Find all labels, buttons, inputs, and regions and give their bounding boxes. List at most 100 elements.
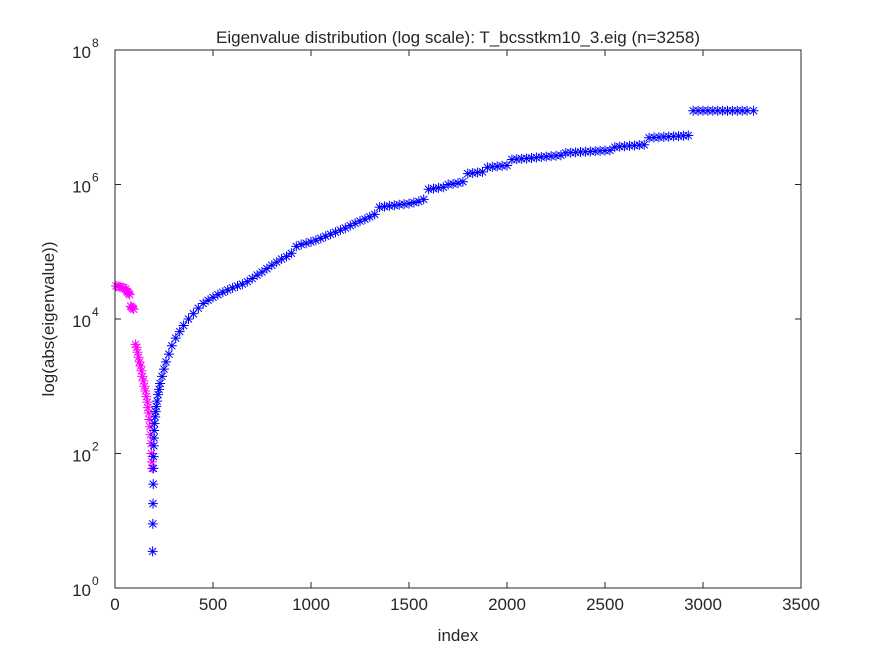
- data-point: [286, 248, 297, 259]
- data-point: [140, 385, 151, 396]
- data-point: [153, 389, 164, 400]
- x-tick-label: 2000: [488, 595, 526, 614]
- plot-frame: [114, 49, 802, 589]
- data-point: [252, 270, 263, 281]
- y-tick-label-base: 10: [72, 581, 91, 600]
- y-tick-label: 10 8: [72, 36, 99, 62]
- data-point: [242, 276, 253, 287]
- data-point: [232, 280, 243, 291]
- y-tick-label-exponent: 2: [92, 440, 99, 454]
- data-point: [438, 182, 449, 193]
- data-point: [330, 227, 341, 238]
- y-tick-label-exponent: 0: [92, 574, 99, 588]
- data-point: [742, 105, 753, 116]
- data-point: [135, 361, 146, 372]
- data-point: [404, 198, 414, 209]
- data-point: [160, 356, 171, 367]
- data-point: [217, 287, 228, 298]
- x-tick-label: 1500: [390, 595, 428, 614]
- data-point: [147, 546, 158, 557]
- data-point: [418, 194, 429, 205]
- data-point: [148, 451, 159, 462]
- data-point: [374, 202, 385, 213]
- data-point: [128, 304, 139, 315]
- data-point: [428, 183, 439, 194]
- data-point: [423, 184, 434, 195]
- data-point: [152, 396, 163, 407]
- x-tick-label: 500: [199, 595, 227, 614]
- data-point: [198, 298, 209, 309]
- data-point: [369, 209, 380, 220]
- data-point: [394, 199, 405, 210]
- data-point: [408, 197, 419, 208]
- data-points: [110, 105, 759, 557]
- data-point: [120, 283, 131, 294]
- data-point: [291, 241, 302, 252]
- data-point: [477, 166, 488, 177]
- data-point: [142, 402, 153, 413]
- data-point: [136, 365, 147, 376]
- data-point: [310, 235, 321, 246]
- data-point: [208, 292, 218, 303]
- x-tick-label: 3000: [684, 595, 722, 614]
- data-point: [335, 225, 346, 236]
- data-point: [154, 384, 165, 395]
- data-point: [148, 440, 159, 451]
- y-tick-label: 10 4: [72, 305, 99, 331]
- data-point: [389, 200, 400, 211]
- x-tick-label: 1000: [292, 595, 330, 614]
- x-tick-label: 3500: [782, 595, 820, 614]
- data-point: [124, 289, 135, 300]
- plot-area: [115, 50, 801, 588]
- data-point: [433, 182, 444, 193]
- data-point: [443, 179, 454, 190]
- data-point: [364, 211, 375, 222]
- data-point: [148, 463, 159, 474]
- data-point: [257, 266, 267, 277]
- data-point: [222, 284, 233, 295]
- data-point: [350, 218, 361, 229]
- y-tick-label-exponent: 4: [92, 305, 99, 319]
- chart-title: Eigenvalue distribution (log scale): T_b…: [216, 28, 700, 47]
- data-point: [193, 303, 204, 314]
- x-tick-label: 2500: [586, 595, 624, 614]
- data-point: [148, 498, 159, 509]
- data-point: [150, 406, 161, 417]
- data-point: [133, 352, 144, 363]
- data-point: [138, 375, 149, 386]
- data-point: [148, 479, 159, 490]
- data-point: [139, 381, 150, 392]
- y-tick-label-exponent: 6: [92, 171, 99, 185]
- data-point: [502, 160, 512, 171]
- data-point: [281, 251, 292, 262]
- y-tick-label-exponent: 8: [92, 36, 99, 50]
- data-point: [639, 139, 650, 150]
- data-point: [320, 231, 331, 242]
- data-point: [301, 238, 312, 249]
- data-point: [467, 168, 478, 179]
- data-point: [457, 176, 468, 187]
- data-point: [306, 236, 316, 247]
- data-point: [149, 433, 160, 444]
- x-axis-label: index: [438, 626, 479, 645]
- data-point: [146, 448, 157, 459]
- y-tick-label-base: 10: [72, 447, 91, 466]
- data-point: [271, 257, 282, 268]
- data-point: [296, 239, 307, 250]
- data-point: [683, 130, 694, 141]
- data-point: [604, 145, 615, 156]
- data-point: [141, 391, 152, 402]
- data-point: [315, 233, 326, 244]
- data-point: [340, 223, 351, 234]
- y-tick-label-base: 10: [72, 178, 91, 197]
- y-axis-label: log(abs(eigenvalue)): [39, 242, 58, 397]
- data-point: [462, 168, 473, 179]
- data-point: [453, 178, 463, 189]
- data-point: [325, 229, 336, 240]
- y-tick-label-base: 10: [72, 43, 91, 62]
- data-point: [166, 340, 177, 351]
- data-point: [143, 408, 154, 419]
